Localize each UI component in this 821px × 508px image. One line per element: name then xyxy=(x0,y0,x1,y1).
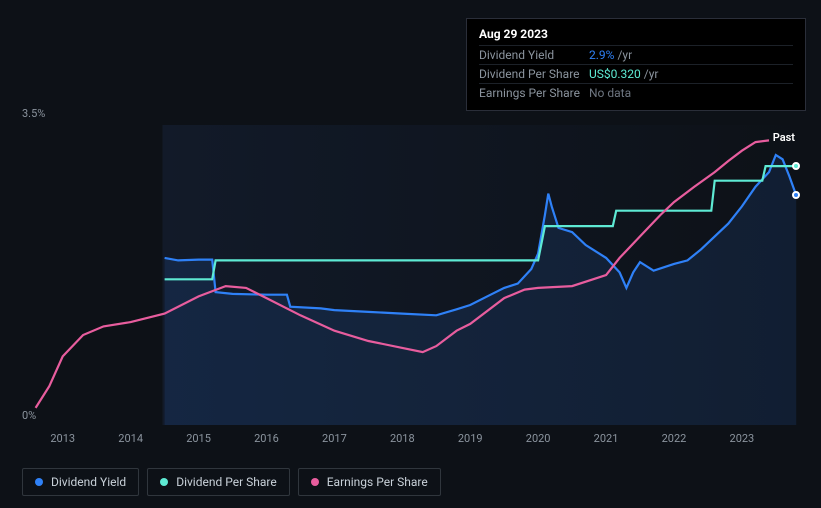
legend-item-eps[interactable]: Earnings Per Share xyxy=(298,468,441,496)
tooltip-box: Aug 29 2023 Dividend Yield 2.9% /yr Divi… xyxy=(466,18,806,111)
xaxis-tick: 2015 xyxy=(186,432,211,445)
xaxis-tick: 2023 xyxy=(730,432,755,445)
xaxis-tick: 2016 xyxy=(254,432,279,445)
legend-dot-icon xyxy=(35,478,43,486)
tooltip-row-eps: Earnings Per Share No data xyxy=(479,83,793,102)
legend-dot-icon xyxy=(160,478,168,486)
tooltip-row-dps: Dividend Per Share US$0.320 /yr xyxy=(479,64,793,83)
legend: Dividend Yield Dividend Per Share Earnin… xyxy=(22,468,441,496)
xaxis-tick: 2020 xyxy=(526,432,551,445)
fill-yield xyxy=(165,155,797,425)
tooltip-value: No data xyxy=(589,86,631,100)
yaxis-tick-max: 3.5% xyxy=(22,107,45,120)
legend-label: Dividend Per Share xyxy=(176,475,277,489)
xaxis-tick: 2019 xyxy=(458,432,483,445)
past-flag: Past xyxy=(773,131,795,144)
legend-label: Earnings Per Share xyxy=(327,475,428,489)
xaxis-tick: 2018 xyxy=(390,432,415,445)
tooltip-suffix: /yr xyxy=(617,48,632,62)
xaxis-tick: 2014 xyxy=(118,432,143,445)
legend-label: Dividend Yield xyxy=(51,475,126,489)
tooltip-label: Earnings Per Share xyxy=(479,86,589,100)
xaxis-tick: 2022 xyxy=(662,432,687,445)
tooltip-date: Aug 29 2023 xyxy=(479,27,793,45)
tooltip-value: US$0.320 xyxy=(589,67,641,81)
legend-item-dps[interactable]: Dividend Per Share xyxy=(147,468,290,496)
chart-area[interactable]: 3.5% 0% Past 201320142015201620172018201… xyxy=(22,105,803,445)
tooltip-row-yield: Dividend Yield 2.9% /yr xyxy=(479,45,793,64)
end-marker xyxy=(792,162,800,170)
tooltip-value: 2.9% xyxy=(589,48,614,62)
xaxis-tick: 2017 xyxy=(322,432,347,445)
tooltip-suffix: /yr xyxy=(644,67,659,81)
xaxis-tick: 2013 xyxy=(50,432,75,445)
end-marker xyxy=(792,191,800,199)
legend-dot-icon xyxy=(311,478,319,486)
tooltip-label: Dividend Per Share xyxy=(479,67,589,81)
xaxis-tick: 2021 xyxy=(594,432,619,445)
tooltip-label: Dividend Yield xyxy=(479,48,589,62)
legend-item-yield[interactable]: Dividend Yield xyxy=(22,468,139,496)
chart-svg xyxy=(22,125,803,425)
